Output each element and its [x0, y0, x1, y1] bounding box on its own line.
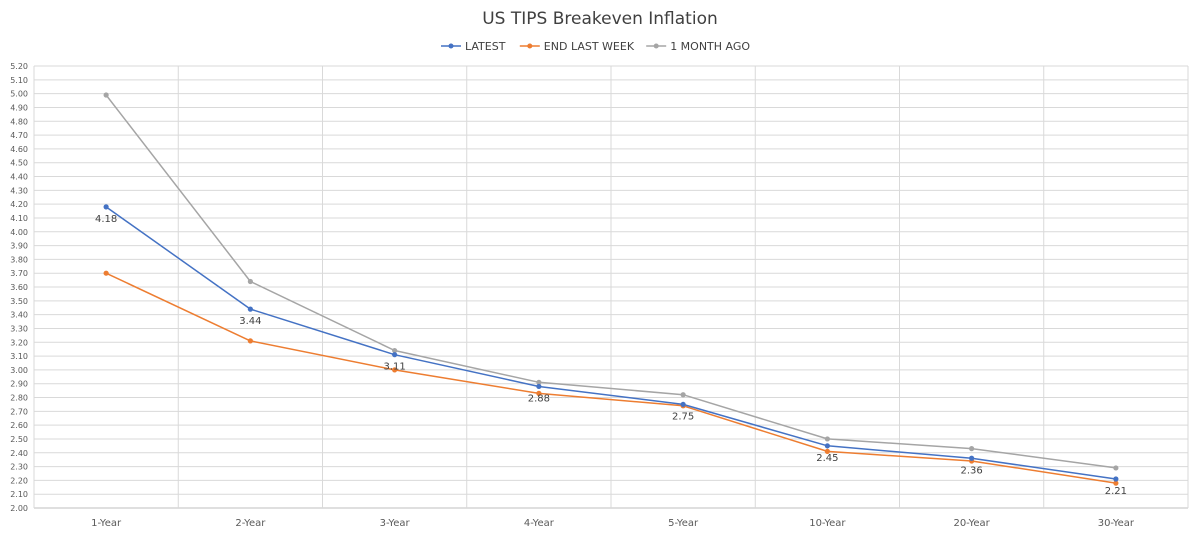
- data-label: 2.75: [672, 411, 694, 422]
- legend-item: LATEST: [441, 40, 506, 53]
- data-point: [536, 379, 542, 385]
- legend-label: LATEST: [465, 40, 506, 53]
- data-point: [103, 204, 109, 210]
- legend-item: 1 MONTH AGO: [646, 40, 750, 53]
- series-line: [105, 206, 1117, 480]
- data-point: [680, 401, 686, 408]
- data-point: [392, 352, 398, 358]
- y-tick-label: 4.70: [10, 131, 28, 140]
- y-tick-label: 3.00: [10, 366, 28, 375]
- y-tick-label: 3.40: [10, 311, 28, 320]
- legend-label: END LAST WEEK: [544, 40, 635, 53]
- y-tick-label: 4.10: [10, 214, 28, 223]
- data-point: [392, 347, 398, 354]
- data-point: [247, 306, 253, 312]
- vertical-gridlines: [33, 66, 1189, 508]
- y-tick-label: 2.10: [10, 490, 28, 499]
- y-tick-label: 3.20: [10, 338, 28, 347]
- x-tick-label: 3-Year: [380, 518, 411, 529]
- y-tick-label: 4.50: [10, 159, 28, 168]
- data-label: 4.18: [95, 214, 117, 225]
- y-tick-label: 5.00: [10, 90, 28, 99]
- legend-item: END LAST WEEK: [519, 40, 635, 53]
- data-point: [247, 338, 253, 344]
- series-line: [105, 272, 1117, 484]
- data-point: [536, 390, 542, 396]
- y-tick-label: 5.10: [10, 76, 28, 85]
- y-tick-label: 3.30: [10, 324, 28, 333]
- data-labels: 4.18 3.44 3.11 2.88 2.75 2.45 2.36 2.21: [95, 214, 1127, 497]
- y-tick-label: 2.30: [10, 463, 28, 472]
- series-lines: [105, 94, 1117, 484]
- y-tick-label: 2.40: [10, 449, 28, 458]
- x-tick-label: 5-Year: [668, 518, 699, 529]
- data-point: [103, 92, 109, 98]
- y-tick-label: 4.30: [10, 186, 28, 195]
- y-tick-label: 4.90: [10, 103, 28, 112]
- y-tick-label: 4.00: [10, 228, 28, 237]
- y-tick-label: 4.80: [10, 117, 28, 126]
- y-tick-label: 2.50: [10, 435, 28, 444]
- data-point: [1113, 480, 1119, 486]
- data-label: 2.88: [528, 393, 550, 404]
- data-point: [392, 367, 398, 373]
- y-tick-label: 3.70: [10, 269, 28, 278]
- data-point: [536, 383, 542, 390]
- data-point: [247, 278, 253, 285]
- y-tick-label: 2.80: [10, 394, 28, 403]
- y-tick-label: 2.00: [10, 504, 28, 513]
- legend-swatch-marker: [653, 43, 659, 49]
- y-tick-label: 2.90: [10, 380, 28, 389]
- y-tick-label: 4.20: [10, 200, 28, 209]
- data-label: 2.21: [1105, 486, 1127, 497]
- x-tick-label: 20-Year: [953, 518, 990, 529]
- x-tick-label: 2-Year: [235, 518, 266, 529]
- x-tick-label: 30-Year: [1098, 518, 1135, 529]
- y-tick-label: 2.20: [10, 476, 28, 485]
- data-point: [969, 446, 975, 452]
- y-tick-label: 3.80: [10, 255, 28, 264]
- legend-label: 1 MONTH AGO: [670, 40, 750, 53]
- y-tick-label: 2.60: [10, 421, 28, 430]
- legend: LATEST END LAST WEEK 1 MONTH AGO: [441, 40, 750, 53]
- data-point: [824, 436, 830, 442]
- x-axis-ticks: 1-Year 2-Year 3-Year 4-Year 5-Year 10-Year 20-…: [91, 518, 1135, 529]
- data-point: [1113, 476, 1119, 482]
- data-point: [1113, 465, 1119, 471]
- data-label: 2.36: [960, 465, 982, 476]
- data-point: [824, 448, 830, 454]
- y-axis-ticks: 2.00 2.10 2.20 2.30 2.40 2.50 2.60 2.70 2.80 2.90…: [10, 62, 28, 513]
- series-line: [105, 94, 1116, 469]
- y-tick-label: 2.70: [10, 407, 28, 416]
- data-label: 3.44: [239, 316, 261, 327]
- data-label: 3.11: [383, 362, 405, 373]
- chart-title: US TIPS Breakeven Inflation: [482, 9, 718, 29]
- y-tick-label: 4.60: [10, 145, 28, 154]
- data-point: [680, 392, 686, 398]
- data-point: [969, 455, 975, 461]
- y-tick-label: 3.50: [10, 297, 28, 306]
- data-point: [824, 443, 830, 449]
- series-points: [103, 92, 1119, 486]
- y-tick-label: 5.20: [10, 62, 28, 71]
- legend-swatch-marker: [448, 43, 454, 49]
- y-tick-label: 3.90: [10, 242, 28, 251]
- y-tick-label: 4.40: [10, 173, 28, 182]
- x-tick-label: 1-Year: [91, 518, 122, 529]
- data-point: [103, 270, 109, 276]
- x-tick-label: 10-Year: [809, 518, 846, 529]
- x-tick-label: 4-Year: [524, 518, 555, 529]
- y-tick-label: 3.60: [10, 283, 28, 292]
- y-tick-label: 3.10: [10, 352, 28, 361]
- legend-swatch-marker: [527, 43, 533, 49]
- data-label: 2.45: [816, 453, 838, 464]
